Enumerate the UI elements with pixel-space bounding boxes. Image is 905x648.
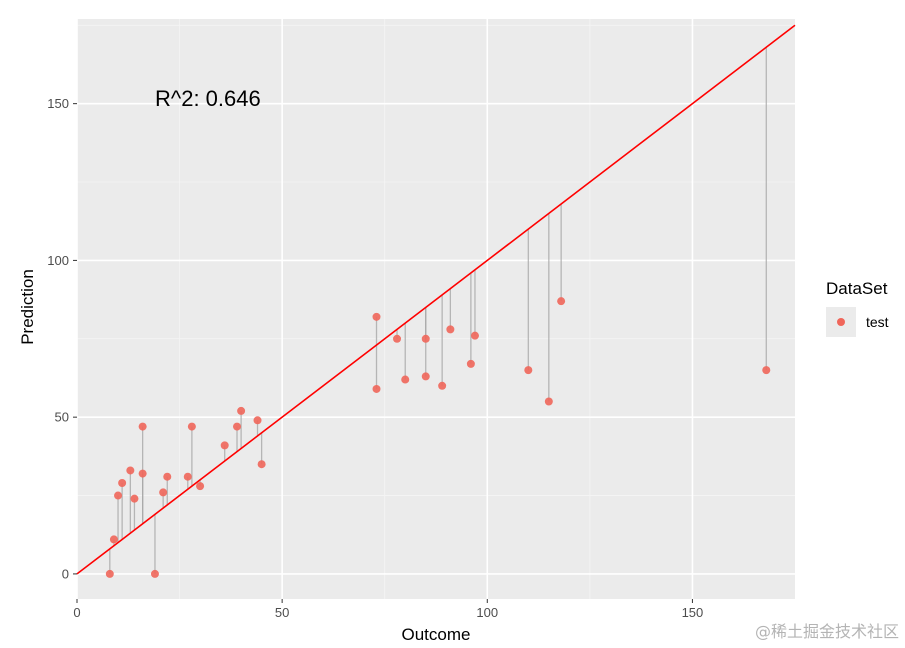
data-point <box>109 535 118 544</box>
grid-minor <box>77 19 795 599</box>
data-point <box>159 488 168 497</box>
data-points <box>105 297 771 578</box>
legend-key-point <box>837 318 845 326</box>
data-point <box>438 381 447 390</box>
data-point <box>183 472 192 481</box>
y-tick-label: 0 <box>62 566 69 581</box>
watermark: @稀土掘金技术社区 <box>754 622 899 641</box>
data-point <box>220 441 229 450</box>
data-point <box>372 384 381 393</box>
data-point <box>762 366 771 375</box>
y-axis-title: Prediction <box>18 269 37 345</box>
x-tick-label: 100 <box>476 605 498 620</box>
legend-title: DataSet <box>826 279 888 298</box>
y-tick-label: 150 <box>47 96 69 111</box>
data-point <box>187 422 196 431</box>
x-tick-label: 0 <box>73 605 80 620</box>
x-tick-label: 150 <box>682 605 704 620</box>
x-axis-title: Outcome <box>402 625 471 644</box>
identity-line <box>76 24 796 575</box>
data-point <box>372 312 381 321</box>
y-tick-label: 50 <box>55 410 69 425</box>
data-point <box>138 469 147 478</box>
data-point <box>257 460 266 469</box>
data-point <box>466 359 475 368</box>
data-point <box>138 422 147 431</box>
data-point <box>421 334 430 343</box>
data-point <box>118 479 127 487</box>
data-point <box>105 569 114 578</box>
data-point <box>470 331 479 340</box>
data-point <box>233 422 242 431</box>
data-point <box>557 297 566 306</box>
data-point <box>126 466 135 475</box>
data-point <box>237 406 246 415</box>
data-point <box>130 494 139 503</box>
data-point <box>114 491 123 500</box>
data-point <box>253 416 262 425</box>
grid-major <box>76 19 795 599</box>
legend-label-test: test <box>866 314 889 330</box>
r-squared-annotation: R^2: 0.646 <box>155 86 261 111</box>
data-point <box>393 334 402 343</box>
data-point <box>150 569 159 578</box>
data-point <box>544 397 553 406</box>
data-point <box>421 372 430 381</box>
data-point <box>401 375 410 384</box>
data-point <box>524 366 533 375</box>
x-tick-label: 50 <box>275 605 289 620</box>
y-axis-ticks: 0 50 100 150 <box>47 96 77 581</box>
data-point <box>163 472 172 481</box>
data-point <box>446 325 455 334</box>
x-axis-ticks: 0 50 100 150 <box>73 599 703 620</box>
y-tick-label: 100 <box>47 253 69 268</box>
data-point <box>196 482 205 491</box>
plot-panel <box>77 19 795 599</box>
legend: DataSet test <box>826 279 889 337</box>
